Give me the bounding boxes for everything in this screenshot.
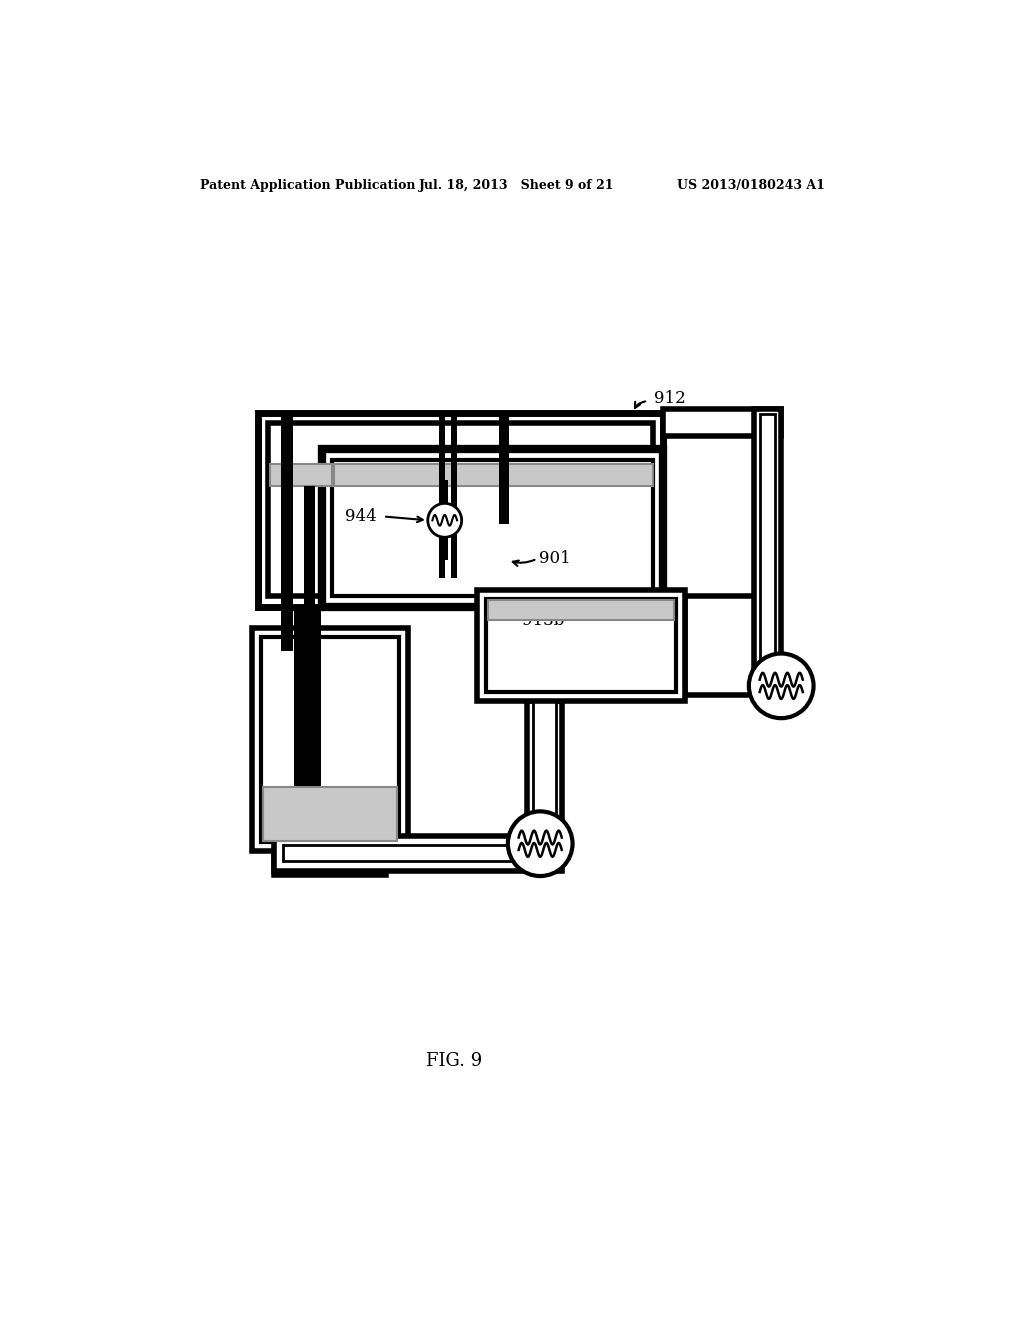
Bar <box>438 413 444 578</box>
Bar <box>685 595 761 696</box>
Circle shape <box>428 503 462 537</box>
Bar <box>441 480 447 503</box>
Bar <box>534 701 556 814</box>
Bar <box>294 619 321 785</box>
Bar <box>273 850 386 875</box>
Bar <box>477 590 685 701</box>
Bar <box>281 413 293 651</box>
Text: FIG. 9: FIG. 9 <box>426 1052 482 1069</box>
Bar <box>270 465 333 486</box>
Text: Jul. 18, 2013   Sheet 9 of 21: Jul. 18, 2013 Sheet 9 of 21 <box>419 178 614 191</box>
Bar <box>304 486 314 651</box>
Bar <box>499 413 509 524</box>
Text: 912: 912 <box>654 391 686 407</box>
Bar <box>294 607 321 628</box>
Bar <box>755 409 781 697</box>
Bar <box>268 424 652 595</box>
Bar <box>441 537 447 561</box>
Text: US 2013/0180243 A1: US 2013/0180243 A1 <box>677 178 825 191</box>
Bar <box>322 450 664 607</box>
Bar <box>527 701 562 821</box>
Text: 913b: 913b <box>521 612 564 628</box>
Bar <box>451 413 457 578</box>
Bar <box>333 461 652 595</box>
Text: 944: 944 <box>345 508 377 525</box>
Bar <box>486 599 676 692</box>
Bar <box>273 836 562 871</box>
Bar <box>761 414 775 692</box>
Bar <box>664 409 781 436</box>
Bar <box>281 553 293 595</box>
Bar <box>252 628 408 851</box>
Bar <box>263 787 397 841</box>
Text: 901: 901 <box>539 550 570 568</box>
Bar <box>281 486 293 595</box>
Bar <box>334 465 652 486</box>
Circle shape <box>749 653 813 718</box>
Text: Patent Application Publication: Patent Application Publication <box>200 178 416 191</box>
Bar <box>258 413 664 607</box>
Bar <box>283 845 553 862</box>
Bar <box>487 601 674 620</box>
Bar <box>261 638 398 842</box>
Circle shape <box>508 812 572 876</box>
